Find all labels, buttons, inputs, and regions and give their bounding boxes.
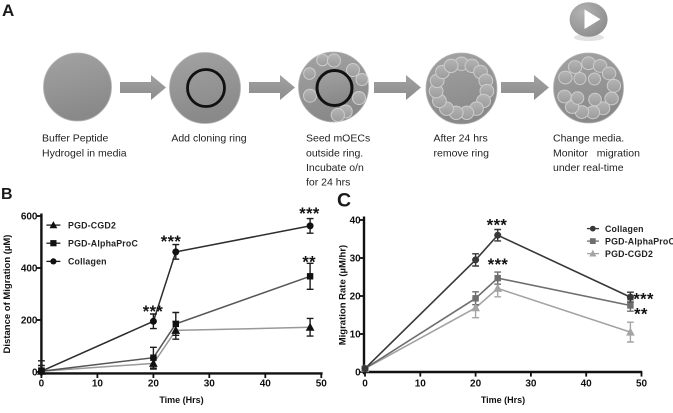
svg-text:400: 400: [21, 264, 38, 275]
svg-text:PGD-AlphaProC: PGD-AlphaProC: [605, 236, 673, 246]
svg-text:30: 30: [350, 254, 362, 265]
svg-text:PGD-CGD2: PGD-CGD2: [605, 249, 653, 259]
svg-text:Seed mOECs: Seed mOECs: [306, 133, 370, 145]
svg-text:50: 50: [316, 378, 328, 389]
svg-text:A: A: [2, 1, 14, 20]
svg-text:Distance of Migration (µM): Distance of Migration (µM): [2, 235, 13, 354]
svg-text:10: 10: [92, 378, 104, 389]
svg-text:Collagen: Collagen: [605, 224, 644, 234]
svg-text:30: 30: [525, 378, 537, 389]
svg-text:Collagen: Collagen: [68, 257, 107, 267]
svg-text:30: 30: [204, 378, 216, 389]
svg-text:B: B: [1, 186, 13, 203]
svg-text:**: **: [302, 253, 316, 271]
svg-text:***: ***: [161, 233, 182, 251]
svg-text:10: 10: [415, 378, 427, 389]
svg-text:***: ***: [488, 256, 509, 274]
svg-text:200: 200: [21, 316, 38, 327]
svg-text:Monitor migration: Monitor migration: [553, 147, 640, 159]
svg-text:20: 20: [148, 378, 160, 389]
svg-text:Add cloning ring: Add cloning ring: [171, 133, 246, 145]
svg-text:C: C: [337, 190, 351, 212]
svg-text:After 24 hrs: After 24 hrs: [434, 133, 488, 145]
svg-text:0: 0: [39, 378, 45, 389]
svg-text:Incubate o/n: Incubate o/n: [306, 162, 364, 174]
svg-text:40: 40: [260, 378, 272, 389]
svg-text:remove ring: remove ring: [434, 147, 490, 159]
svg-text:**: **: [634, 306, 648, 324]
svg-text:***: ***: [633, 291, 654, 309]
svg-text:for 24 hrs: for 24 hrs: [306, 177, 350, 189]
svg-text:Change media.: Change media.: [553, 133, 624, 145]
svg-text:outside ring.: outside ring.: [306, 147, 363, 159]
svg-text:***: ***: [299, 205, 320, 223]
svg-text:0: 0: [355, 368, 361, 379]
svg-text:600: 600: [21, 212, 38, 223]
svg-text:20: 20: [350, 292, 362, 303]
svg-text:under real-time: under real-time: [553, 162, 624, 174]
svg-text:***: ***: [487, 216, 508, 234]
svg-text:20: 20: [470, 378, 482, 389]
svg-text:40: 40: [581, 378, 593, 389]
svg-text:Migration Rate (µM/hr): Migration Rate (µM/hr): [337, 245, 348, 345]
svg-text:PGD-CGD2: PGD-CGD2: [68, 220, 116, 230]
svg-text:Time (Hrs): Time (Hrs): [159, 395, 203, 405]
svg-text:Hydrogel in media: Hydrogel in media: [42, 147, 127, 159]
svg-text:Buffer Peptide: Buffer Peptide: [42, 133, 109, 145]
svg-text:***: ***: [143, 303, 164, 321]
svg-text:Time (Hrs): Time (Hrs): [481, 395, 525, 405]
svg-text:40: 40: [350, 216, 362, 227]
svg-text:0: 0: [32, 368, 38, 379]
svg-text:PGD-AlphaProC: PGD-AlphaProC: [68, 238, 138, 248]
svg-text:10: 10: [350, 330, 362, 341]
svg-text:50: 50: [636, 378, 648, 389]
svg-text:0: 0: [362, 378, 368, 389]
